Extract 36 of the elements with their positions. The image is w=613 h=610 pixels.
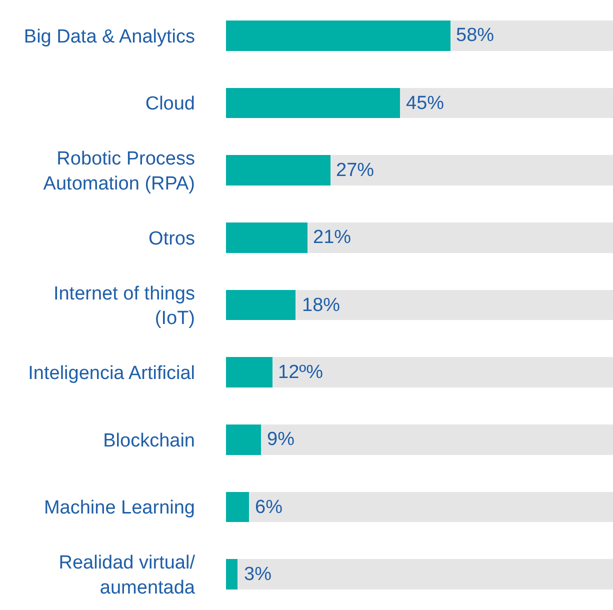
- bar: [226, 20, 450, 51]
- bar: [226, 492, 250, 522]
- data-label: 58%: [456, 25, 494, 46]
- bar: [330, 155, 613, 186]
- y-tick-label: Big Data & Analytics: [24, 26, 195, 48]
- bar: [226, 88, 400, 118]
- bar: [238, 559, 613, 590]
- y-tick-label: Otros: [148, 228, 195, 250]
- data-label: 27%: [336, 160, 374, 181]
- bar: [226, 357, 272, 388]
- data-label: 12º%: [278, 362, 324, 383]
- y-tick-label: Machine Learning: [44, 498, 195, 519]
- y-tick-label: Internet of things (IoT): [53, 283, 195, 329]
- bar: [260, 424, 613, 455]
- data-label: 3%: [244, 564, 272, 585]
- bar: [272, 357, 613, 388]
- bar: [400, 88, 613, 118]
- y-tick-label: Blockchain: [103, 430, 195, 452]
- data-label: 18%: [302, 295, 340, 316]
- data-label: 45%: [406, 93, 444, 114]
- y-tick-label: Realidad virtual/ aumentada: [58, 552, 196, 598]
- bar: [296, 290, 613, 320]
- bar: [226, 290, 296, 320]
- y-tick-label: Cloud: [145, 94, 195, 115]
- y-tick-label: Inteligencia Artificial: [28, 362, 195, 384]
- bar: [307, 222, 613, 253]
- data-label: 9%: [267, 429, 295, 450]
- data-label: 6%: [255, 497, 283, 518]
- bar: [226, 424, 261, 455]
- bar: [450, 20, 613, 51]
- bar: [226, 222, 308, 253]
- bar: [226, 559, 238, 590]
- y-tick-label: Robotic Process Automation (RPA): [43, 148, 195, 194]
- bar: [226, 155, 330, 186]
- data-label: 21%: [313, 227, 352, 248]
- bar: [249, 492, 613, 522]
